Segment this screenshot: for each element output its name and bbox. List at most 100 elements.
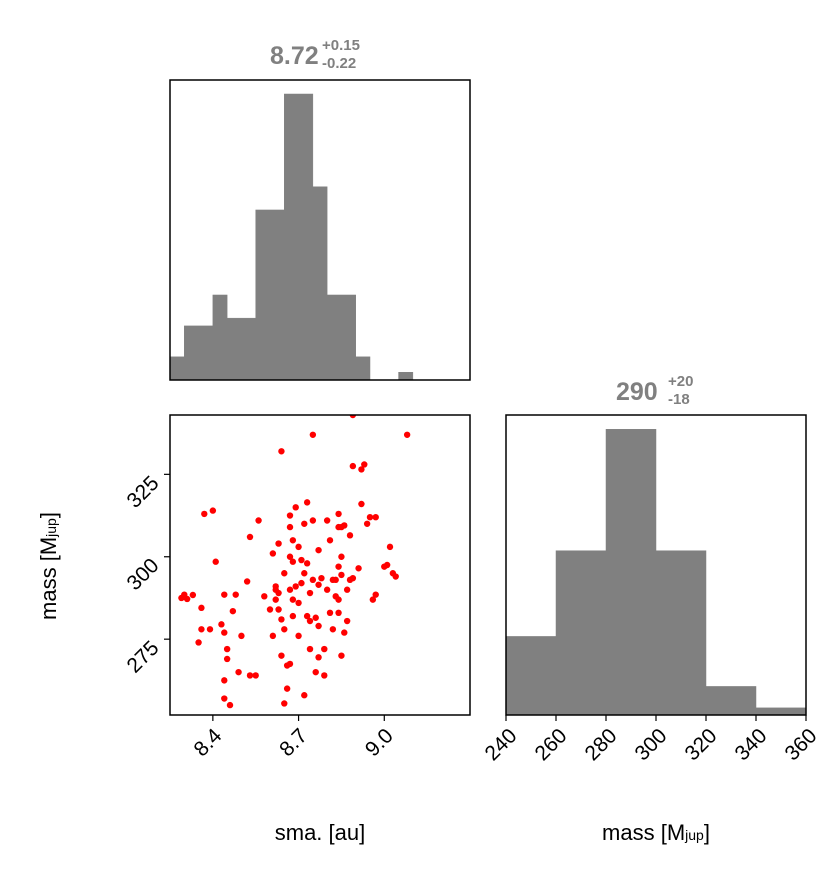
y-tick-label: 325 [122,472,163,513]
scatter-y-ticks: 275 300 325 [122,472,170,677]
x-tick-label: 8.7 [275,724,312,761]
scatter-point [315,654,322,661]
scatter-point [298,556,305,564]
mass-title-plus: +20 [668,373,693,390]
sma-bar [312,186,328,381]
scatter-points [178,415,411,721]
scatter-point [349,462,357,470]
scatter-point [289,612,297,620]
scatter-point [286,523,294,531]
scatter-point [229,607,237,615]
scatter-point [255,517,262,524]
scatter-point [292,583,299,590]
scatter-y-label-end: ] [36,512,61,518]
scatter-point [209,507,217,514]
scatter-point [281,700,288,707]
scatter-point [372,513,379,521]
mass-x-ticks: 240 260 280 300 320 340 360 [480,715,822,765]
scatter-point [212,558,219,565]
sma-title-minus: -0.22 [322,55,356,72]
scatter-point [269,550,277,557]
scatter-point [306,617,314,625]
scatter-point [221,629,228,636]
mass-histogram-panel: 290 +20 -18 240 260 280 300 320 340 360 mass [… [480,373,821,845]
scatter-point [315,546,322,554]
mass-bar [555,550,607,716]
scatter-point [223,645,231,653]
scatter-point [289,537,297,544]
scatter-point [309,517,317,524]
scatter-y-label-main: mass [M [36,537,61,620]
scatter-point [238,632,245,640]
scatter-point [335,510,342,518]
sma-histogram-panel: 8.72 +0.15 -0.22 [169,37,471,381]
x-tick-label: 280 [580,724,621,765]
scatter-point [195,639,202,646]
scatter-point [295,632,302,640]
scatter-point [315,581,322,588]
scatter-point [386,543,394,551]
scatter-point [372,591,379,598]
scatter-point [226,701,234,709]
scatter-point [224,715,230,721]
scatter-point [332,576,339,584]
scatter-point [295,543,302,551]
scatter-point [349,574,357,582]
sma-bar [212,294,228,381]
x-tick-label: 360 [780,724,821,765]
scatter-point [295,599,302,607]
y-tick-label: 275 [122,636,163,677]
sma-bar [398,372,414,381]
scatter-point [283,685,291,692]
mass-bar [505,636,557,716]
scatter-point [292,504,299,511]
scatter-point [221,591,228,598]
scatter-point [289,596,297,603]
scatter-point [335,563,342,570]
scatter-point [326,537,334,544]
scatter-point [286,660,294,668]
scatter-point [341,629,348,636]
scatter-point [318,574,325,582]
scatter-point [338,553,345,560]
mass-bar [755,707,807,716]
scatter-point [223,655,231,663]
sma-title: 8.72 [270,42,319,70]
scatter-point [261,593,268,600]
scatter-point [392,573,399,580]
scatter-point [298,579,305,587]
mass-bar [655,550,707,716]
sma-title-plus: +0.15 [322,37,360,54]
scatter-point [303,560,311,567]
scatter-point [329,626,337,633]
scatter-point [198,604,205,612]
scatter-point [246,533,254,541]
scatter-point [269,632,277,640]
scatter-point [323,517,331,524]
mass-title-value: 290 [616,378,658,406]
scatter-point [341,522,348,529]
scatter-point [221,677,228,684]
scatter-point [303,499,311,506]
mass-bar [705,686,757,716]
scatter-point [403,431,411,438]
x-tick-label: 260 [530,724,571,765]
scatter-point [321,672,328,679]
scatter-point [355,565,362,572]
scatter-point [289,558,297,565]
scatter-point [266,606,274,613]
scatter-point [369,596,377,603]
x-tick-label: 320 [680,724,721,765]
scatter-point [301,692,308,699]
scatter-point [306,589,314,597]
scatter-frame [169,414,471,716]
scatter-point [343,617,351,625]
scatter-point [383,561,391,569]
scatter-point [301,520,308,527]
scatter-point [281,570,288,577]
scatter-point [246,672,254,679]
x-tick-label: 340 [730,724,771,765]
scatter-y-label-sub: jup [43,518,59,538]
scatter-point [306,645,314,653]
scatter-point [309,576,317,584]
